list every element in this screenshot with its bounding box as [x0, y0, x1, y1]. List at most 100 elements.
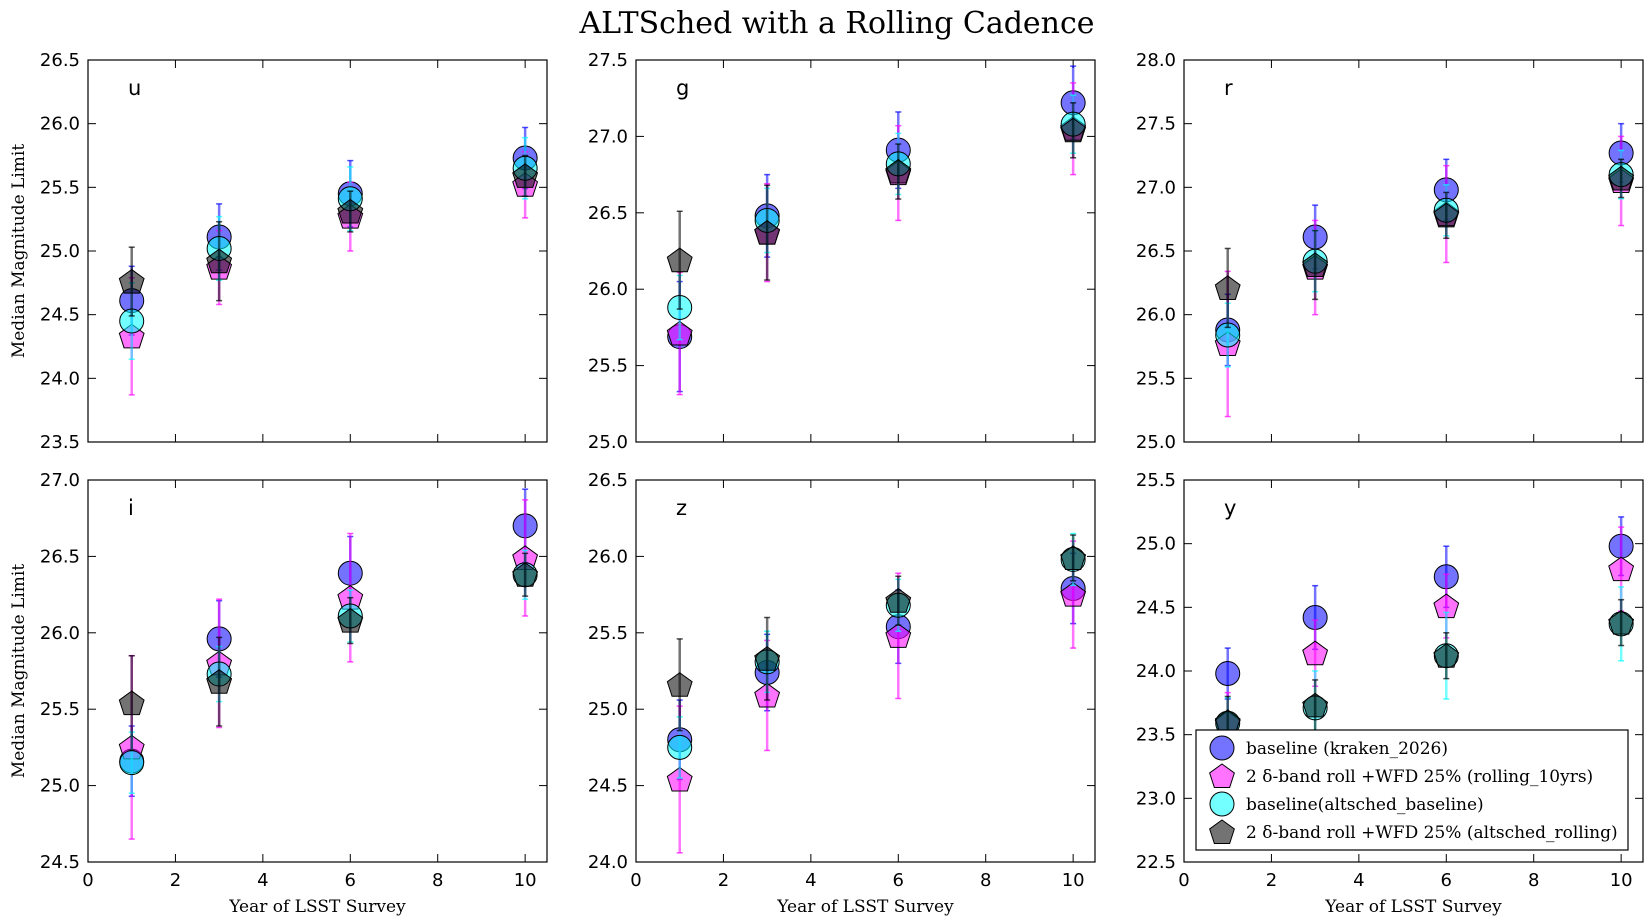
data-point: [1433, 643, 1460, 668]
y-tick-label: 24.5: [40, 305, 80, 326]
plot-area: [635, 479, 1096, 863]
series-3: [118, 552, 539, 752]
y-tick-label: 25.0: [588, 432, 628, 453]
series-3: [666, 534, 1087, 732]
data-point: [1060, 117, 1087, 143]
data-point: [337, 607, 364, 633]
panel-label: z: [676, 496, 687, 520]
y-tick-label: 24.5: [1136, 597, 1176, 618]
y-tick-label: 23.5: [1136, 725, 1176, 746]
x-tick-label: 8: [432, 870, 443, 891]
panel-label: u: [128, 76, 141, 100]
y-tick-label: 23.0: [1136, 788, 1176, 809]
y-tick-label: 26.0: [40, 623, 80, 644]
panel-z: 24.0 24.5 25.0 25.5 26.0 26.5 0 2 4 6 8 10 z Year of …: [588, 470, 1096, 917]
legend-marker: [1209, 791, 1235, 817]
legend-marker: [1209, 763, 1235, 789]
data-point: [1214, 275, 1241, 300]
y-tick-label: 27.5: [1136, 114, 1176, 135]
panel-label: y: [1224, 496, 1236, 520]
y-tick-label: 22.5: [1136, 852, 1176, 873]
x-tick-label: 0: [1178, 870, 1189, 891]
data-point: [754, 220, 781, 245]
panel-label: r: [1224, 76, 1233, 100]
y-tick-label: 27.0: [1136, 177, 1176, 198]
panel-label: g: [676, 76, 689, 100]
panel-i: 24.5 25.0 25.5 26.0 26.5 27.0 0 2 4 6 8 10 i Median M…: [9, 470, 548, 917]
panel-r: 25.0 25.5 26.0 26.5 27.0 27.5 28.0 r: [1136, 50, 1644, 453]
y-tick-label: 26.0: [1136, 305, 1176, 326]
series-3: [1214, 158, 1635, 329]
data-point: [666, 247, 693, 273]
y-tick-label: 25.0: [40, 241, 80, 262]
y-tick-label: 23.5: [40, 432, 80, 453]
data-point: [118, 690, 145, 716]
x-tick-label: 10: [1062, 870, 1085, 891]
data-point: [1060, 581, 1087, 607]
x-tick-label: 10: [514, 870, 537, 891]
legend: baseline (kraken_2026) 2 δ-band roll +WFD…: [1195, 729, 1629, 851]
panel-u: 23.5 24.0 24.5 25.0 25.5 26.0 26.5 u Median Magn…: [9, 50, 548, 453]
plot-area: [87, 479, 548, 863]
data-point: [1608, 556, 1635, 582]
panel-label: i: [128, 496, 134, 520]
data-point: [1302, 252, 1329, 278]
data-point: [118, 268, 145, 294]
data-point: [1608, 609, 1635, 635]
legend-marker: [1209, 819, 1235, 845]
x-axis-label: Year of LSST Survey: [1324, 897, 1502, 917]
y-tick-label: 24.5: [588, 776, 628, 797]
x-tick-label: 6: [345, 870, 356, 891]
legend-entry: baseline (kraken_2026): [1246, 739, 1448, 759]
legend-marker: [1209, 735, 1235, 761]
x-axis-label: Year of LSST Survey: [228, 897, 406, 917]
y-tick-label: 25.5: [40, 699, 80, 720]
y-tick-label: 25.0: [40, 776, 80, 797]
y-tick-label: 26.5: [1136, 241, 1176, 262]
data-point: [666, 672, 693, 697]
x-tick-label: 4: [805, 870, 816, 891]
y-tick-label: 26.5: [40, 50, 80, 71]
data-point: [119, 750, 145, 776]
y-tick-label: 27.0: [40, 470, 80, 491]
data-point: [666, 766, 693, 792]
figure-title: ALTSched with a Rolling Cadence: [578, 6, 1094, 41]
y-tick-label: 25.0: [588, 699, 628, 720]
legend-entry: baseline(altsched_baseline): [1246, 795, 1484, 815]
series-3: [666, 102, 1087, 310]
data-point: [885, 588, 912, 613]
data-point: [1608, 165, 1635, 191]
x-tick-label: 10: [1610, 870, 1633, 891]
series-3: [118, 154, 539, 317]
x-tick-label: 0: [82, 870, 93, 891]
y-tick-label: 25.5: [1136, 368, 1176, 389]
plot-area: [1183, 59, 1644, 443]
x-tick-label: 8: [1528, 870, 1539, 891]
legend-entry: 2 δ-band roll +WFD 25% (altsched_rolling…: [1246, 823, 1618, 843]
y-axis-label: Median Magnitude Limit: [9, 144, 29, 358]
y-tick-label: 28.0: [1136, 50, 1176, 71]
y-tick-label: 24.0: [1136, 661, 1176, 682]
data-point: [1433, 202, 1460, 228]
data-point: [1302, 640, 1329, 666]
panel-grid: 23.5 24.0 24.5 25.0 25.5 26.0 26.5 u Median Magn…: [9, 50, 1644, 917]
y-tick-label: 24.0: [40, 368, 80, 389]
x-tick-label: 2: [1266, 870, 1277, 891]
y-tick-label: 26.0: [588, 546, 628, 567]
y-tick-label: 26.5: [588, 203, 628, 224]
y-tick-label: 25.5: [40, 177, 80, 198]
data-point: [1215, 661, 1241, 687]
y-tick-label: 26.0: [40, 114, 80, 135]
x-tick-label: 6: [1441, 870, 1452, 891]
series-3: [1214, 598, 1635, 749]
data-point: [1060, 545, 1087, 570]
y-tick-label: 25.5: [588, 623, 628, 644]
y-tick-label: 25.5: [1136, 470, 1176, 491]
plot-area: [635, 59, 1096, 443]
y-tick-label: 24.5: [40, 852, 80, 873]
y-tick-label: 26.5: [588, 470, 628, 491]
data-point: [512, 562, 539, 587]
x-tick-label: 6: [893, 870, 904, 891]
x-tick-label: 4: [1353, 870, 1364, 891]
